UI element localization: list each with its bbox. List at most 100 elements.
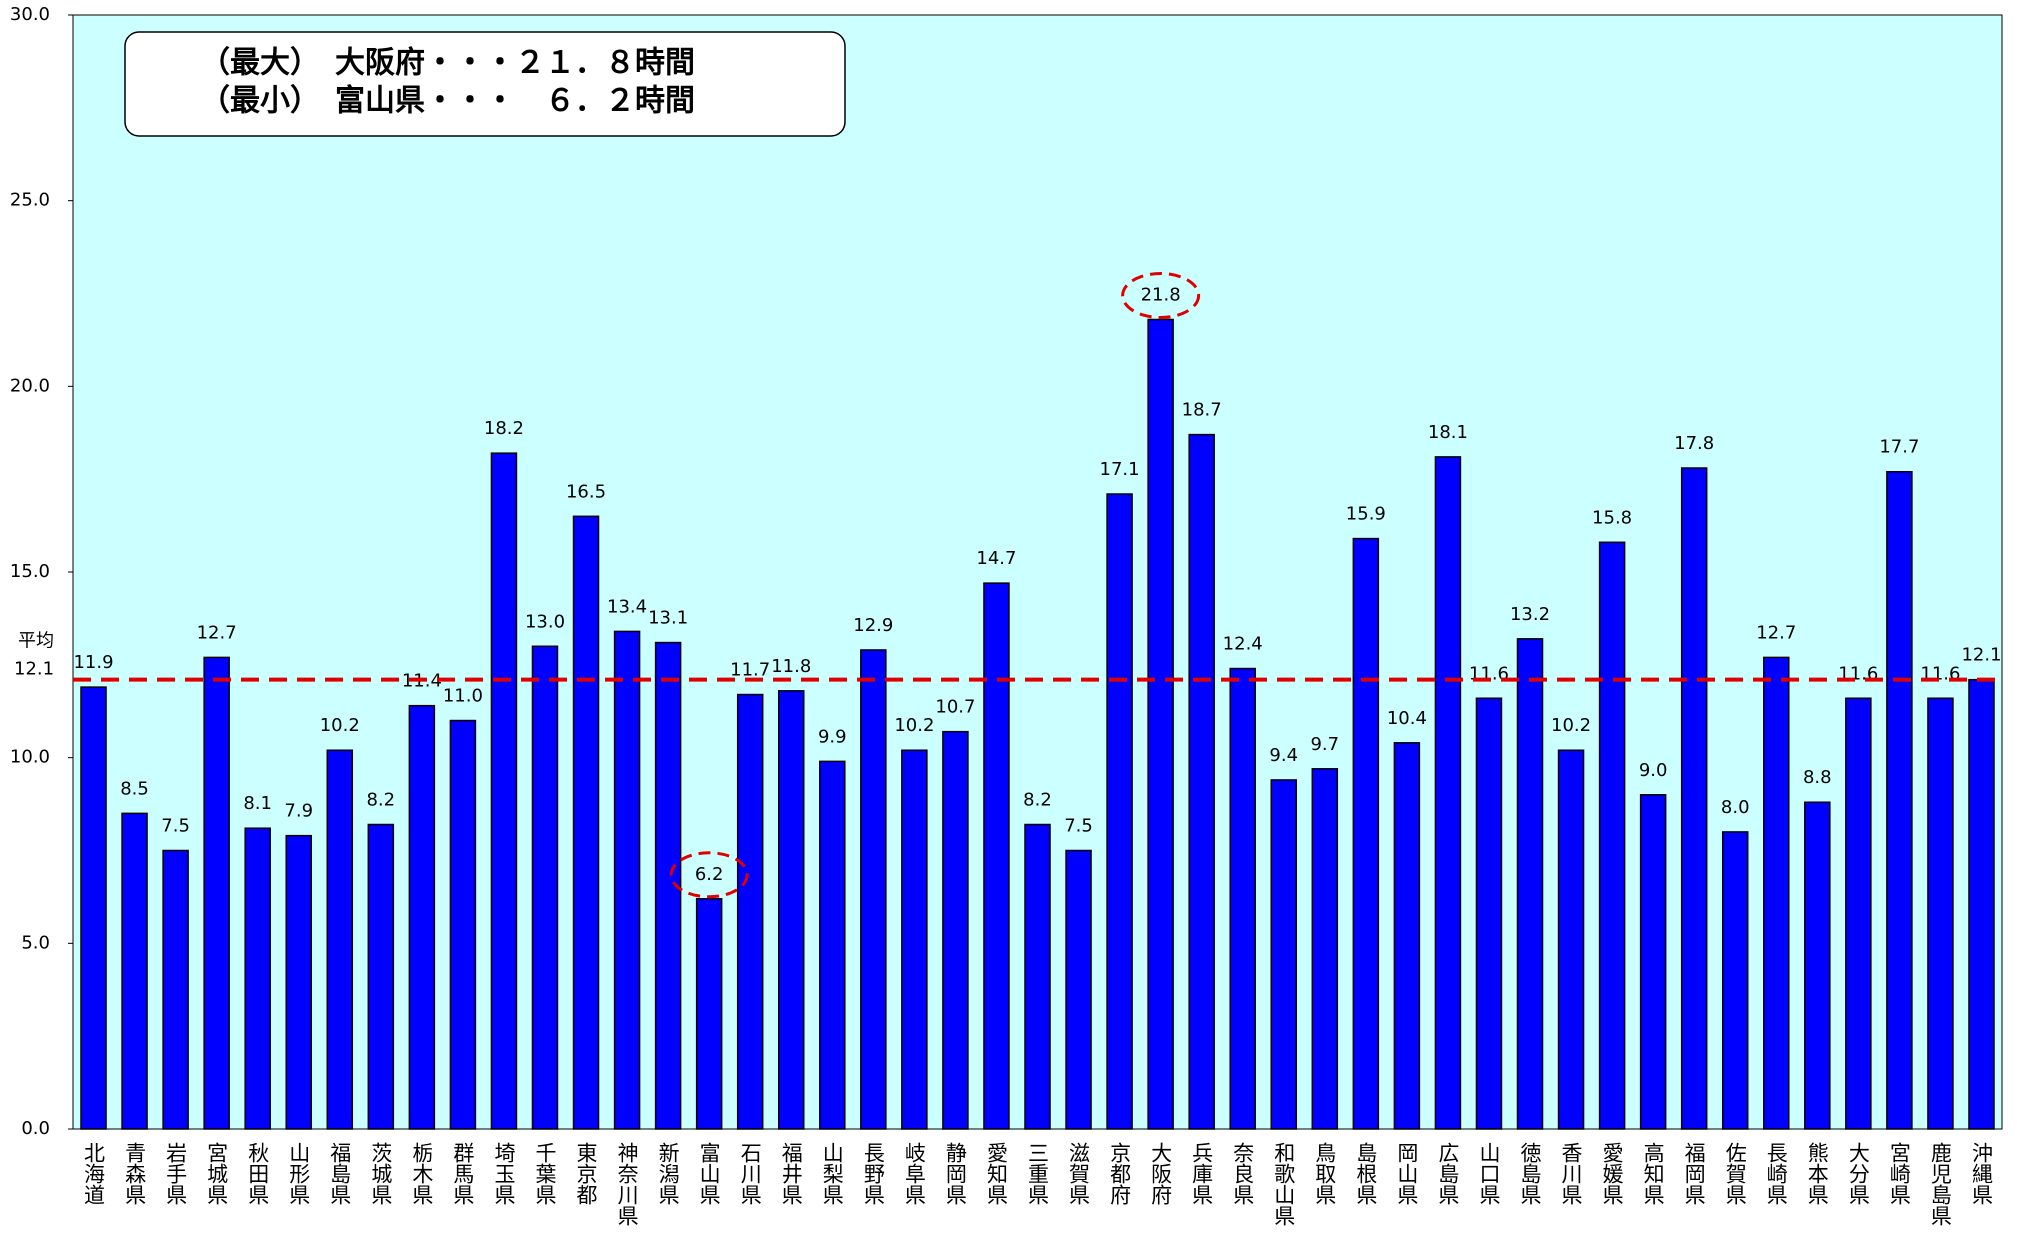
x-tick-label: 和歌山県	[1272, 1142, 1296, 1226]
value-label: 13.1	[648, 608, 688, 629]
x-tick-label: 栃木県	[410, 1142, 434, 1205]
value-label: 9.7	[1310, 734, 1339, 755]
bar	[1024, 823, 1051, 1130]
x-tick-label: 愛知県	[984, 1142, 1008, 1205]
x-tick-label: 山形県	[287, 1142, 311, 1205]
x-tick-label: 滋賀県	[1067, 1142, 1091, 1205]
value-label: 17.7	[1879, 437, 1919, 458]
value-label: 6.2	[695, 864, 724, 885]
value-label: 12.9	[853, 615, 893, 636]
bar	[613, 630, 641, 1130]
bar	[1270, 779, 1298, 1130]
bar	[1598, 541, 1626, 1130]
value-label: 15.8	[1592, 507, 1632, 528]
value-label: 12.1	[1961, 645, 2001, 666]
value-label: 8.2	[1023, 790, 1052, 811]
value-label: 17.1	[1100, 459, 1140, 480]
bar	[1147, 318, 1174, 1130]
bar	[1886, 470, 1913, 1130]
bar	[203, 656, 230, 1130]
x-tick-label: 岩手県	[164, 1142, 188, 1205]
x-tick-label: 山梨県	[820, 1142, 844, 1205]
x-tick-label: 山口県	[1477, 1142, 1501, 1205]
x-tick-label: 島根県	[1354, 1142, 1378, 1205]
bar	[490, 452, 518, 1130]
value-label: 8.2	[366, 790, 395, 811]
x-tick-label: 高知県	[1641, 1142, 1665, 1205]
value-label: 10.4	[1387, 708, 1427, 729]
bar	[121, 812, 148, 1130]
value-label: 18.7	[1182, 400, 1222, 421]
bar	[1188, 433, 1215, 1130]
x-tick-label: 千葉県	[533, 1142, 557, 1205]
y-tick-label: 15.0	[10, 561, 50, 582]
x-tick-label: 鹿児島県	[1928, 1142, 1952, 1226]
x-tick-label: 大阪府	[1149, 1142, 1173, 1205]
bar	[1680, 467, 1708, 1130]
x-tick-label: 埼玉県	[492, 1142, 516, 1205]
average-value: 12.1	[14, 659, 54, 680]
value-label: 12.7	[197, 622, 237, 643]
bar	[654, 641, 682, 1130]
bar	[1393, 742, 1421, 1130]
value-label: 8.0	[1721, 797, 1750, 818]
x-tick-label: 富山県	[697, 1142, 721, 1205]
bar	[1352, 537, 1380, 1130]
value-label: 7.5	[1064, 816, 1093, 837]
x-tick-label: 奈良県	[1231, 1142, 1255, 1205]
bar	[1968, 678, 1995, 1130]
bar	[819, 760, 846, 1130]
value-label: 10.2	[320, 715, 360, 736]
x-tick-label: 静岡県	[943, 1142, 967, 1205]
bar	[572, 515, 600, 1130]
x-tick-label: 神奈川県	[615, 1142, 639, 1226]
y-tick-label: 25.0	[10, 190, 50, 211]
x-tick-label: 鳥取県	[1313, 1142, 1337, 1205]
value-label: 10.2	[1551, 715, 1591, 736]
bar	[1927, 697, 1954, 1130]
x-tick-label: 青森県	[123, 1142, 147, 1205]
x-tick-label: 秋田県	[246, 1142, 270, 1205]
bar	[162, 849, 189, 1130]
annotation: （最小） 富山県・・・ ６．２時間	[200, 84, 695, 119]
value-label: 18.2	[484, 418, 524, 439]
x-tick-label: 徳島県	[1518, 1142, 1542, 1205]
value-label: 9.9	[818, 726, 847, 747]
x-tick-label: 広島県	[1436, 1142, 1460, 1205]
value-label: 12.7	[1756, 622, 1796, 643]
bar	[449, 719, 477, 1130]
value-label: 12.4	[1223, 634, 1263, 655]
value-label: 17.8	[1674, 433, 1714, 454]
bar	[1311, 768, 1339, 1130]
x-tick-label: 香川県	[1559, 1142, 1583, 1205]
value-label: 15.9	[1346, 504, 1386, 525]
x-tick-label: 愛媛県	[1600, 1142, 1624, 1205]
value-label: 11.9	[73, 652, 113, 673]
bar	[942, 730, 969, 1130]
x-tick-label: 群馬県	[451, 1142, 475, 1205]
bar	[1721, 831, 1749, 1130]
bar	[1639, 794, 1667, 1130]
value-label: 14.7	[976, 548, 1016, 569]
bar	[244, 827, 271, 1130]
highlight-ellipse	[669, 851, 749, 899]
annotation: （最大） 大阪府・・・２１．８時間	[200, 46, 695, 81]
value-label: 8.8	[1803, 767, 1832, 788]
bar	[408, 704, 436, 1130]
marks	[80, 318, 1995, 1130]
x-tick-label: 岡山県	[1395, 1142, 1419, 1205]
x-tick-label: 京都府	[1108, 1142, 1132, 1205]
x-tick-label: 福井県	[779, 1142, 803, 1205]
highlight-ellipse	[1121, 271, 1201, 319]
value-label: 16.5	[566, 481, 606, 502]
x-tick-label: 東京都	[574, 1142, 598, 1205]
x-tick-label: 熊本県	[1805, 1142, 1829, 1205]
bar	[80, 686, 107, 1130]
x-tick-label: 宮崎県	[1887, 1142, 1911, 1205]
value-label: 7.9	[284, 801, 313, 822]
bar	[860, 649, 887, 1130]
bar	[736, 693, 764, 1130]
x-tick-label: 沖縄県	[1969, 1142, 1993, 1205]
x-tick-label: 兵庫県	[1190, 1142, 1214, 1205]
